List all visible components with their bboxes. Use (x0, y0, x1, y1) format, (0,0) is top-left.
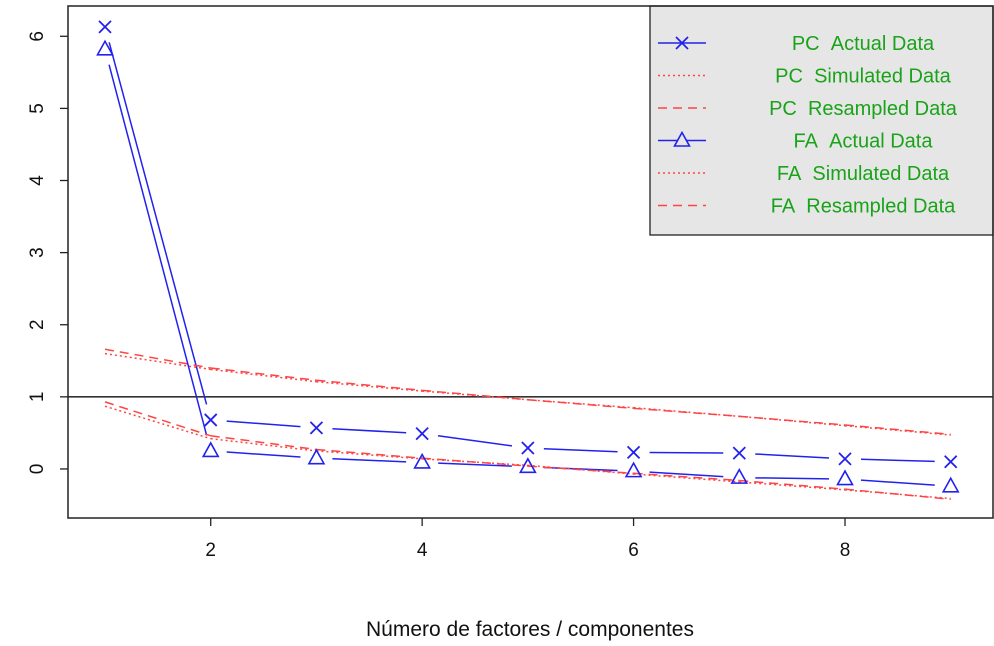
markers-group (96, 20, 960, 493)
series-3-segment (108, 64, 208, 436)
series-5-segment (844, 488, 951, 500)
legend-label: PC Simulated Data (775, 66, 952, 88)
x-tick-label: 4 (417, 540, 428, 561)
series-0-segment (226, 420, 301, 428)
series-4-segment (104, 405, 211, 440)
series-2-segment (739, 415, 846, 426)
x-tick-label: 6 (628, 540, 639, 561)
series-5-segment (422, 457, 528, 467)
legend-label: PC Actual Data (792, 33, 935, 55)
series-2-segment (104, 348, 211, 369)
series-5-segment (316, 448, 423, 459)
series-3-point (201, 441, 220, 458)
legend-box (649, 5, 994, 236)
y-tick-label: 0 (27, 464, 48, 475)
series-0-point (732, 446, 746, 460)
legend-label: PC Resampled Data (769, 98, 958, 120)
x-tick-label: 8 (840, 540, 851, 561)
y-tick-label: 6 (27, 31, 48, 42)
y-tick-label: 5 (27, 103, 48, 114)
series-2-segment (844, 424, 951, 436)
x-tick-label: 2 (205, 540, 216, 561)
series-2-segment (422, 389, 528, 401)
legend-item: FA Simulated Data (658, 163, 950, 185)
y-tick-label: 2 (27, 319, 48, 330)
series-5-segment (633, 472, 740, 482)
legend-item: FA Resampled Data (658, 196, 956, 218)
y-tick-label: 3 (27, 247, 48, 258)
series-group (104, 42, 951, 500)
series-0-segment (860, 458, 935, 463)
legend-item: FA Actual Data (658, 131, 933, 153)
x-axis-title: Número de factores / componentes (366, 618, 694, 641)
series-5-segment (210, 435, 317, 451)
series-0-point (415, 426, 429, 441)
series-2-segment (316, 379, 423, 392)
series-5-segment (739, 479, 846, 490)
series-3-segment (438, 462, 512, 467)
series-0-point (626, 445, 641, 460)
series-0-point (309, 421, 324, 435)
series-5-segment (104, 401, 211, 437)
series-3-point (624, 461, 643, 478)
series-3-point (730, 467, 749, 484)
series-0-segment (755, 453, 830, 459)
series-3-segment (332, 458, 407, 463)
series-3-point (518, 457, 537, 474)
series-3-point (96, 39, 114, 56)
legend-item: PC Simulated Data (658, 66, 952, 88)
plot-frame (67, 5, 994, 519)
series-0-point (944, 455, 958, 469)
series-0-segment (108, 42, 208, 405)
series-3-point (836, 469, 854, 486)
series-0-point (521, 441, 535, 455)
series-2-segment (527, 398, 634, 410)
series-3-point (307, 448, 326, 465)
series-0-point (838, 452, 852, 466)
legend-label: FA Resampled Data (771, 196, 956, 218)
legend-label: FA Simulated Data (777, 163, 950, 185)
series-3-point (413, 452, 432, 469)
series-3-segment (649, 471, 724, 478)
series-0-point (204, 413, 218, 427)
series-3-segment (860, 479, 935, 486)
series-0-segment (437, 435, 513, 447)
series-0-segment (649, 451, 724, 454)
legend-item: PC Actual Data (658, 33, 935, 55)
series-3-segment (755, 477, 830, 480)
series-5-segment (527, 465, 634, 475)
legend-label: FA Actual Data (794, 131, 934, 153)
y-tick-label: 4 (27, 175, 48, 186)
series-0-point (98, 20, 112, 34)
series-0-segment (543, 447, 618, 453)
series-0-segment (332, 427, 407, 434)
legend-item: PC Resampled Data (658, 98, 958, 120)
axes-group: 2 4 6 8 0 1 2 3 4 5 6 (27, 31, 850, 561)
series-3-point (941, 476, 960, 493)
series-2-segment (633, 407, 740, 418)
series-2-segment (210, 367, 317, 382)
legend: PC Actual Data PC Simulated Data PC Resamp… (649, 5, 994, 236)
series-3-segment (226, 451, 301, 458)
y-tick-label: 1 (27, 392, 48, 403)
